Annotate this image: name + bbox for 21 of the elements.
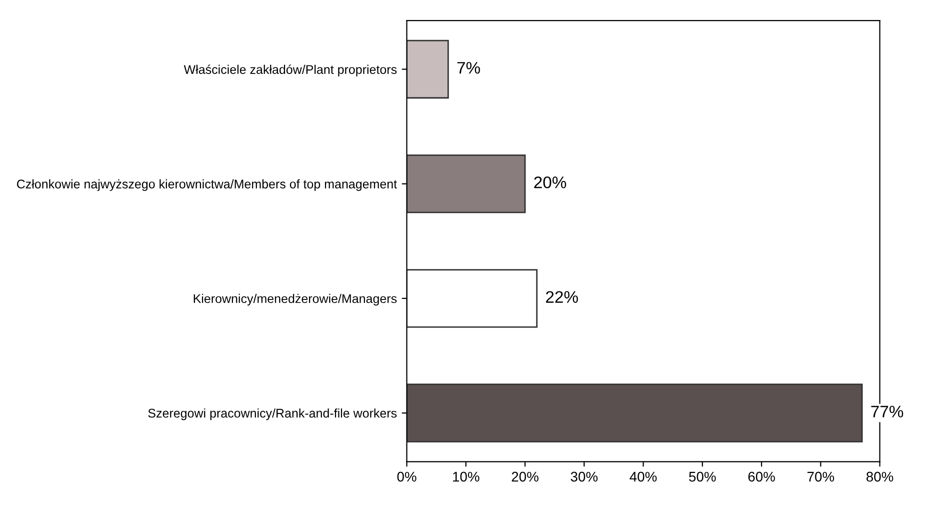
x-tick-label: 70% (807, 472, 834, 482)
x-tick-label: 50% (689, 472, 716, 482)
x-tick-label: 40% (630, 472, 657, 482)
x-tick-label: 80% (866, 472, 894, 482)
x-tick-label: 20% (512, 472, 538, 482)
bar (406, 154, 526, 214)
y-tick-label: Właściciele zakładów/Plant proprietors (184, 64, 397, 76)
x-tick-label: 0% (397, 472, 416, 482)
y-tick-label: Kierownicy/menedżerowie/Managers (194, 294, 397, 306)
bar (406, 384, 863, 442)
x-tick-label: 60% (748, 472, 775, 482)
bar (406, 269, 538, 328)
bar (406, 40, 449, 99)
data-label: 7% (457, 62, 480, 74)
data-label: 20% (534, 176, 566, 188)
x-tick-label: 10% (453, 472, 480, 482)
y-tick-label: Szeregowi pracownicy/Rank-and-file workers (148, 408, 397, 420)
data-label: 22% (546, 291, 578, 303)
data-label: 77% (871, 406, 904, 418)
y-tick-label: Członkowie najwyższego kierownictwa/Members of top management (16, 179, 397, 191)
x-tick-label: 30% (570, 472, 598, 482)
